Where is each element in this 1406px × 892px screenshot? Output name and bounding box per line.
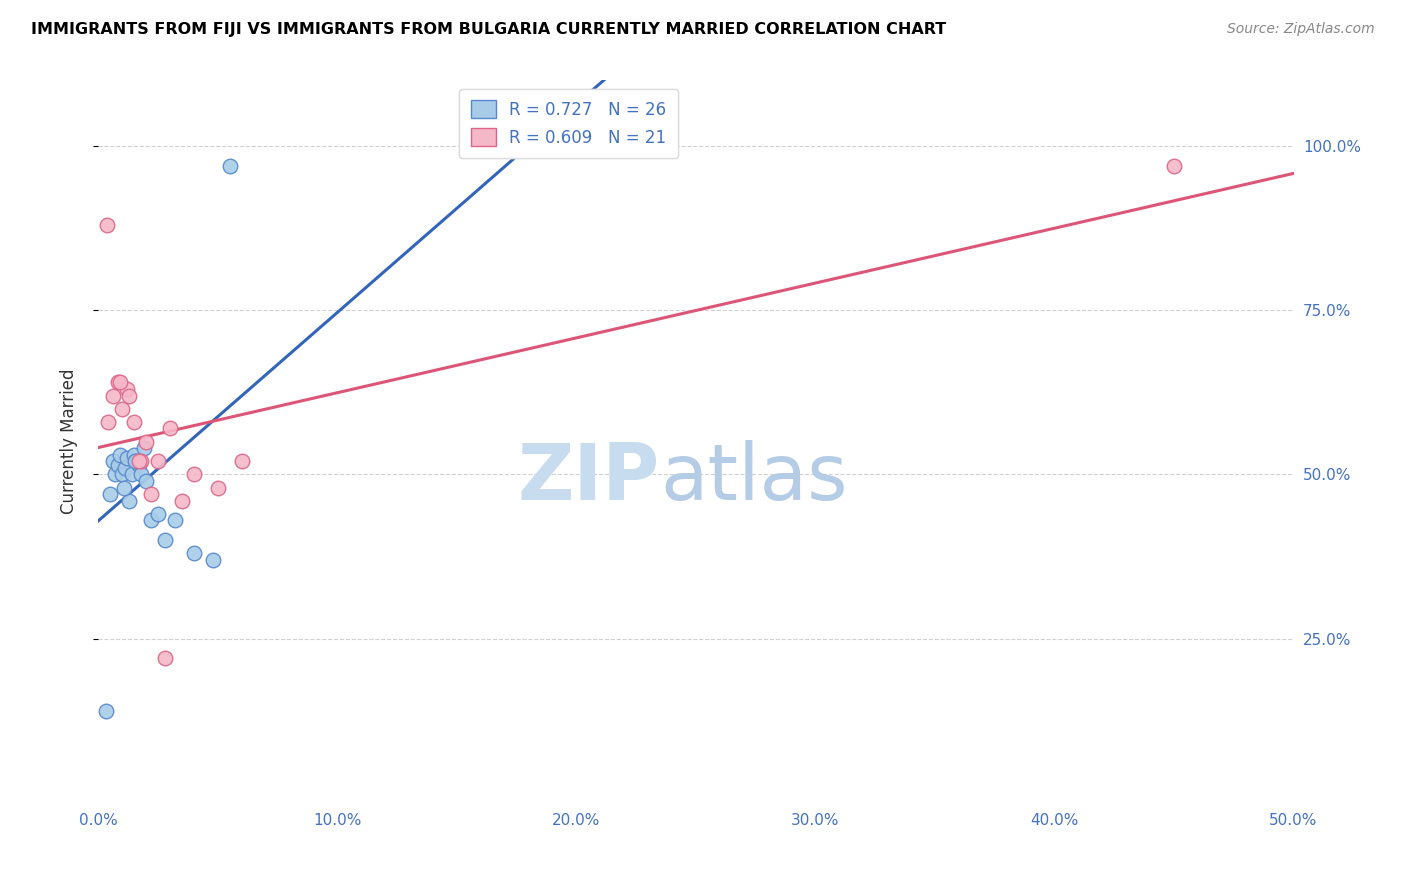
- Point: [183, 467, 205, 482]
- Point: [131, 454, 153, 468]
- Point: [135, 434, 157, 449]
- Point: [202, 553, 225, 567]
- Point: [207, 481, 229, 495]
- Point: [108, 448, 131, 462]
- Point: [139, 513, 162, 527]
- Point: [124, 448, 146, 462]
- Point: [124, 415, 146, 429]
- Point: [118, 493, 141, 508]
- Point: [101, 454, 124, 468]
- Point: [135, 474, 157, 488]
- Point: [108, 376, 131, 390]
- Point: [115, 382, 138, 396]
- Point: [107, 458, 129, 472]
- Text: ZIP: ZIP: [517, 440, 661, 516]
- Point: [132, 441, 155, 455]
- Point: [114, 460, 136, 475]
- Point: [163, 513, 186, 527]
- Point: [139, 487, 162, 501]
- Point: [231, 454, 253, 468]
- Y-axis label: Currently Married: Currently Married: [59, 368, 77, 515]
- Point: [107, 376, 129, 390]
- Point: [183, 546, 205, 560]
- Point: [125, 454, 148, 468]
- Text: Source: ZipAtlas.com: Source: ZipAtlas.com: [1227, 22, 1375, 37]
- Text: atlas: atlas: [661, 440, 848, 516]
- Point: [111, 401, 134, 416]
- Legend: R = 0.727   N = 26, R = 0.609   N = 21: R = 0.727 N = 26, R = 0.609 N = 21: [460, 88, 678, 159]
- Text: IMMIGRANTS FROM FIJI VS IMMIGRANTS FROM BULGARIA CURRENTLY MARRIED CORRELATION C: IMMIGRANTS FROM FIJI VS IMMIGRANTS FROM …: [31, 22, 946, 37]
- Point: [131, 467, 153, 482]
- Point: [104, 467, 127, 482]
- Point: [155, 533, 177, 547]
- Point: [97, 415, 120, 429]
- Point: [118, 388, 141, 402]
- Point: [219, 159, 242, 173]
- Point: [101, 388, 124, 402]
- Point: [96, 218, 118, 232]
- Point: [98, 487, 122, 501]
- Point: [172, 493, 194, 508]
- Point: [115, 450, 138, 465]
- Point: [111, 467, 134, 482]
- Point: [155, 651, 177, 665]
- Point: [112, 481, 135, 495]
- Point: [148, 454, 170, 468]
- Point: [124, 454, 146, 468]
- Point: [94, 704, 117, 718]
- Point: [128, 458, 150, 472]
- Point: [1163, 159, 1185, 173]
- Point: [121, 467, 143, 482]
- Point: [148, 507, 170, 521]
- Point: [128, 454, 150, 468]
- Point: [159, 421, 181, 435]
